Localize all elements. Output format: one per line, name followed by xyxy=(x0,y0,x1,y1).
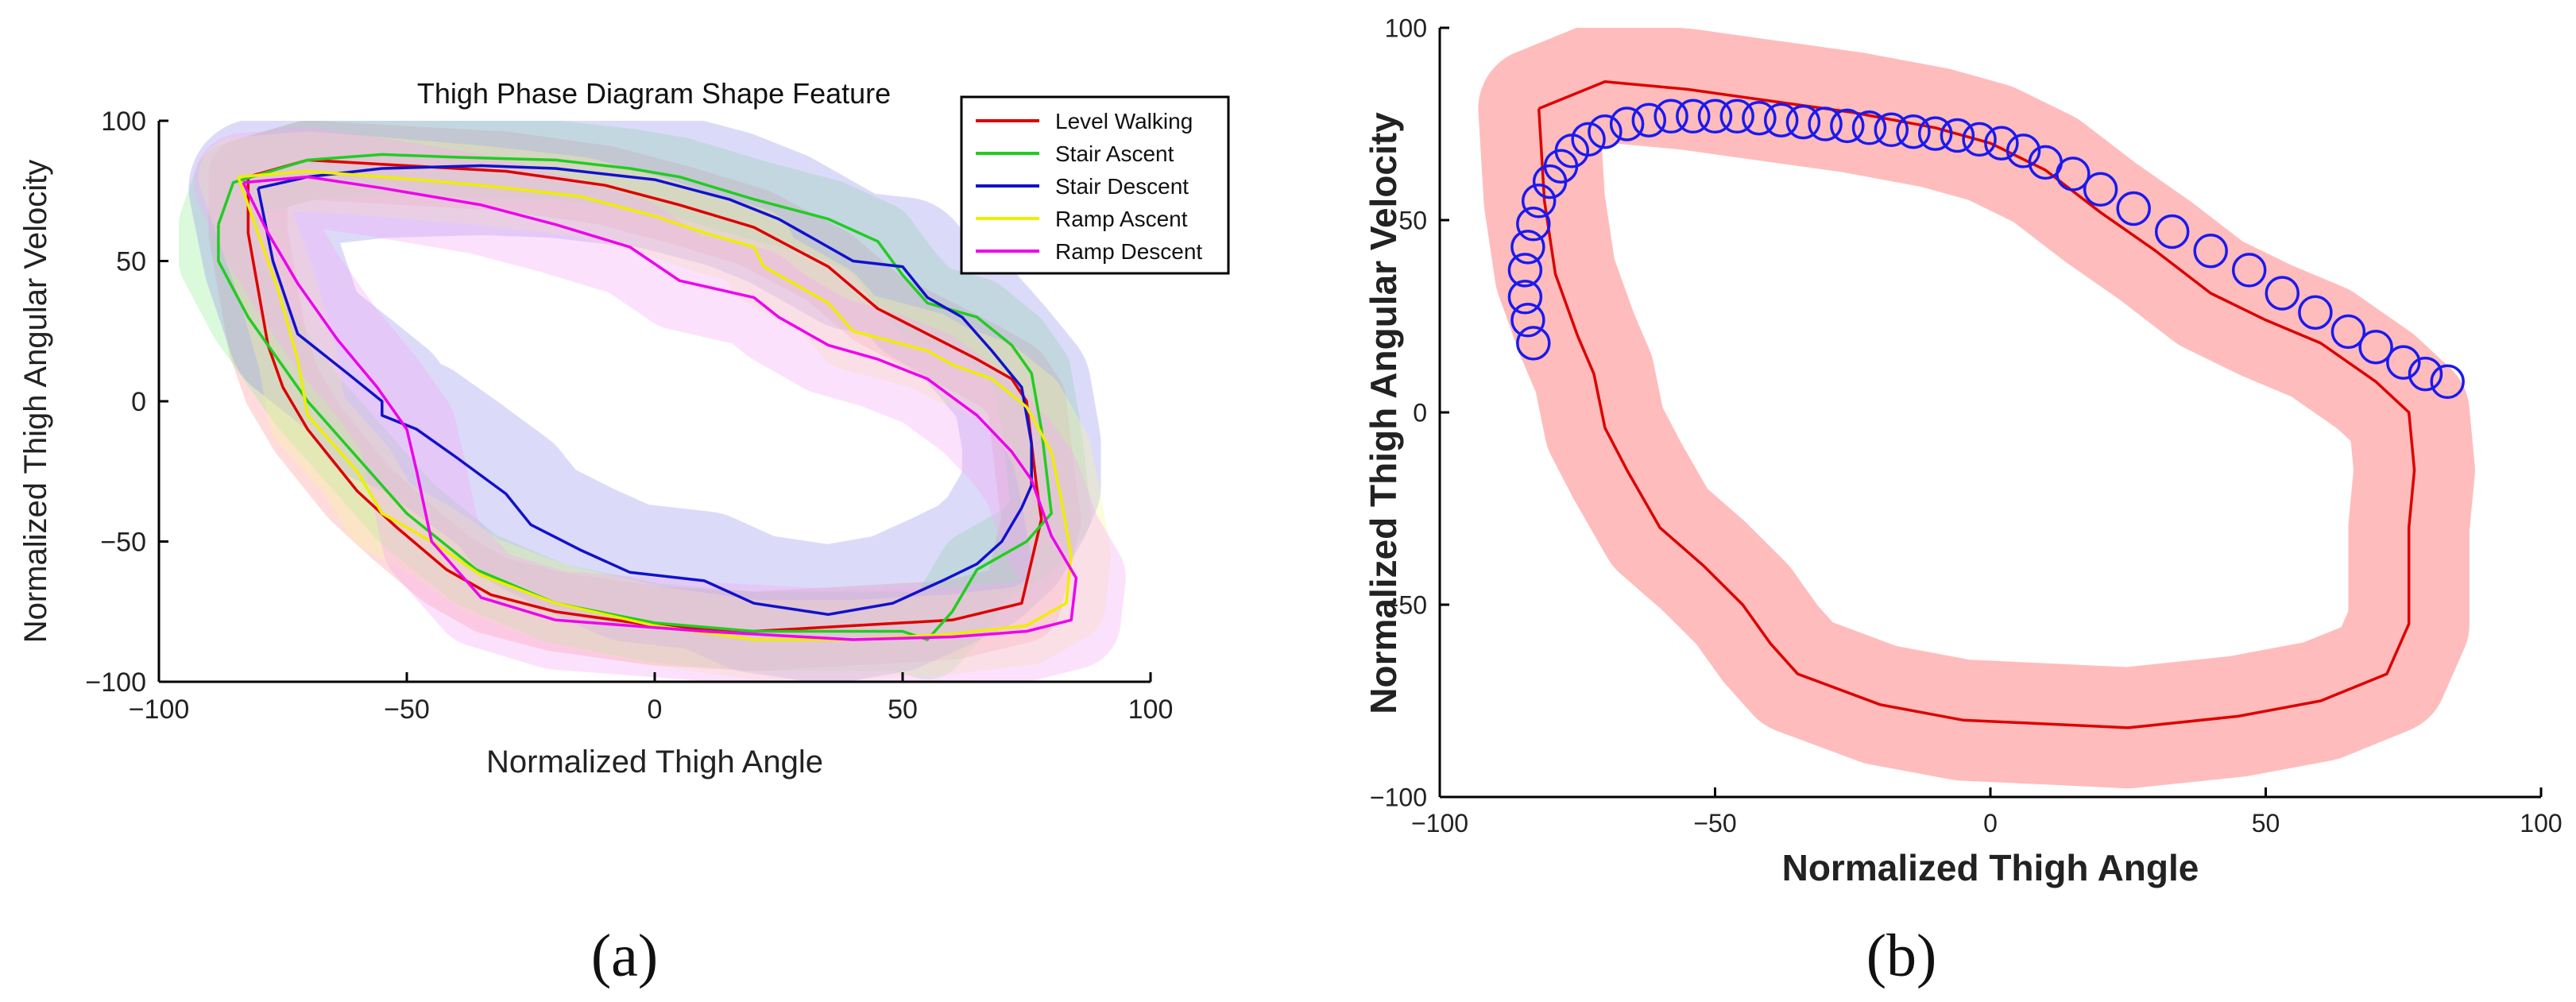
y-tick-label: −50 xyxy=(100,528,146,558)
panel-a-ylabel: Normalized Thigh Angular Velocity xyxy=(18,160,53,643)
series-line-stair-descent xyxy=(257,164,1033,617)
panel-b-xlabel: Normalized Thigh Angle xyxy=(1782,847,2199,888)
x-tick-label: −100 xyxy=(129,694,190,725)
series-line-level-walking xyxy=(246,158,1043,633)
x-tick-label: 50 xyxy=(888,694,918,725)
x-tick-label: 50 xyxy=(2252,809,2280,838)
circle-marker xyxy=(2116,191,2151,226)
circle-marker xyxy=(1521,184,1557,219)
x-tick-label: −50 xyxy=(384,694,430,725)
x-tick-label: 0 xyxy=(1983,809,1998,838)
circle-marker xyxy=(1516,326,1551,361)
circle-marker xyxy=(1917,116,1953,151)
y-tick-label: −50 xyxy=(1384,591,1427,620)
circle-marker xyxy=(1851,110,1887,145)
y-tick-label: 50 xyxy=(1398,207,1427,235)
series-line-ramp-ascent xyxy=(237,169,1073,641)
circle-marker xyxy=(1654,99,1688,134)
panel-b-ylabel: Normalized Thigh Angular Velocity xyxy=(1363,112,1404,714)
circle-marker xyxy=(2408,356,2443,392)
circle-marker xyxy=(2056,157,2091,192)
circle-marker xyxy=(1984,126,2019,161)
circle-marker xyxy=(1785,104,1821,140)
circle-marker xyxy=(1874,112,1909,148)
y-tick-label: 100 xyxy=(101,106,146,137)
circle-marker xyxy=(1719,99,1754,134)
panel-a-bands xyxy=(178,121,1126,682)
x-tick-label: 0 xyxy=(648,694,663,725)
panel-a: −100 −50 0 50 100 −100 −50 0 50 100 Thigh Phase D… xyxy=(18,77,1230,989)
x-tick-label: 100 xyxy=(1128,694,1174,725)
circle-marker xyxy=(1507,280,1543,315)
panel-b-lines xyxy=(1537,80,2416,729)
x-tick-label: −50 xyxy=(1693,809,1736,838)
legend-label-ramp-descent: Ramp Descent xyxy=(1055,239,1202,264)
circle-marker xyxy=(2330,314,2366,350)
circle-marker xyxy=(1510,303,1545,338)
circle-marker xyxy=(2386,345,2421,380)
circle-marker xyxy=(1571,122,1606,157)
panel-b-markers xyxy=(1507,99,2465,400)
circle-marker xyxy=(2005,133,2041,168)
panel-a-legend: Level Walking Stair Ascent Stair Descent Ra… xyxy=(960,95,1230,275)
circle-marker xyxy=(2193,233,2228,269)
x-tick-label: 100 xyxy=(2520,809,2562,838)
panel-a-lines xyxy=(217,153,1078,641)
circle-marker xyxy=(2083,172,2118,207)
y-tick-label: 0 xyxy=(1413,399,1427,427)
circle-marker xyxy=(1742,100,1777,136)
circle-marker xyxy=(1896,114,1931,149)
circle-marker xyxy=(2430,364,2465,400)
panel-a-axes: −100 −50 0 50 100 −100 −50 0 50 100 xyxy=(85,106,1173,725)
circle-marker xyxy=(1510,230,1545,265)
y-tick-label: 0 xyxy=(131,387,146,417)
series-line-mean-trajectory xyxy=(1537,80,2416,729)
panel-b-bands xyxy=(1478,28,2475,789)
panel-a-caption: (a) xyxy=(591,923,658,989)
panel-b: −100 −50 0 50 100 −100 −50 0 50 100 Normalized Th… xyxy=(1363,14,2562,989)
circle-marker xyxy=(2265,276,2300,311)
circle-marker xyxy=(1697,99,1733,134)
circle-marker xyxy=(1507,253,1543,288)
circle-marker xyxy=(1631,103,1667,137)
legend-label-ramp-ascent: Ramp Ascent xyxy=(1055,207,1188,231)
circle-marker xyxy=(1940,118,1975,153)
y-tick-label: 50 xyxy=(116,247,146,277)
y-tick-label: −100 xyxy=(1370,783,1427,812)
legend-label-stair-ascent: Stair Ascent xyxy=(1055,141,1174,166)
circle-marker xyxy=(1609,106,1645,141)
circle-marker xyxy=(1808,106,1843,141)
panel-b-axes: −100 −50 0 50 100 −100 −50 0 50 100 xyxy=(1370,14,2562,838)
series-line-ramp-descent xyxy=(242,175,1078,641)
circle-marker xyxy=(1588,114,1623,149)
circle-marker xyxy=(2358,329,2393,365)
panel-a-xlabel: Normalized Thigh Angle xyxy=(486,745,823,780)
circle-marker xyxy=(1676,99,1711,134)
y-tick-label: −100 xyxy=(85,667,146,698)
legend-label-stair-descent: Stair Descent xyxy=(1055,174,1189,199)
circle-marker xyxy=(1763,103,1799,137)
circle-marker xyxy=(1962,122,1997,157)
panel-a-title: Thigh Phase Diagram Shape Feature xyxy=(417,77,891,110)
circle-marker xyxy=(1516,207,1551,242)
x-tick-label: −100 xyxy=(1411,809,1468,838)
circle-marker xyxy=(2298,295,2333,330)
y-tick-label: 100 xyxy=(1385,14,1427,43)
circle-marker xyxy=(2154,214,2190,250)
panel-b-caption: (b) xyxy=(1866,923,1937,989)
circle-marker xyxy=(2231,253,2267,288)
series-line-stair-ascent xyxy=(217,153,1053,641)
band-mean-trajectory xyxy=(1478,28,2475,789)
legend-label-level-walking: Level Walking xyxy=(1055,109,1193,133)
circle-marker xyxy=(1830,108,1865,144)
